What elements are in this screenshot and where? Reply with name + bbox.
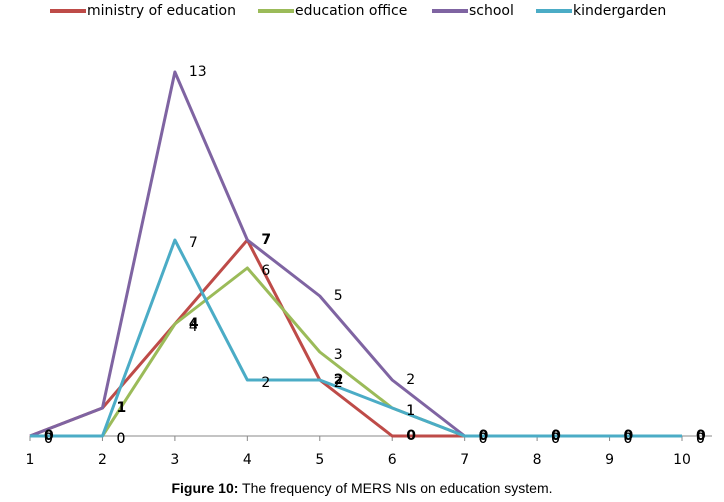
series-line (30, 238, 682, 438)
data-label: 0 (44, 428, 54, 444)
data-label: 0 (44, 431, 53, 447)
legend-label: ministry of education (87, 3, 236, 19)
data-label: 0 (696, 428, 705, 444)
data-label: 0 (624, 428, 634, 444)
data-label: 0 (116, 431, 125, 447)
x-tick-label: 5 (315, 452, 324, 468)
data-label: 7 (189, 235, 198, 251)
data-label: 0 (551, 431, 560, 447)
data-label: 0 (624, 431, 633, 447)
data-label: 0 (551, 431, 560, 447)
data-label: 5 (334, 288, 343, 304)
data-label: 6 (261, 263, 270, 279)
data-label: 0 (479, 428, 489, 444)
x-tick-label: 10 (673, 452, 691, 468)
caption-text: The frequency of MERS NIs on education s… (242, 480, 552, 496)
data-label: 0 (624, 428, 633, 444)
data-label: 2 (334, 375, 343, 391)
data-label: 2 (261, 375, 270, 391)
data-label: 0 (696, 431, 705, 447)
data-label: 7 (261, 232, 271, 248)
data-label: 0 (551, 428, 561, 444)
data-label: 13 (189, 64, 207, 80)
data-label: 0 (624, 431, 633, 447)
data-label: 1 (406, 403, 415, 419)
x-tick-label: 1 (26, 452, 35, 468)
x-tick-label: 9 (605, 452, 614, 468)
x-tick-label: 2 (98, 452, 107, 468)
legend-label: education office (295, 3, 407, 19)
data-label: 0 (479, 431, 488, 447)
data-label: 0 (44, 431, 53, 447)
data-label: 1 (116, 400, 126, 416)
caption-label: Figure 10: (171, 480, 238, 496)
data-label: 0 (696, 431, 705, 447)
data-label: 4 (189, 319, 198, 335)
x-tick-label: 4 (243, 452, 252, 468)
data-label: 7 (261, 232, 270, 248)
caption: Figure 10: The frequency of MERS NIs on … (171, 480, 552, 496)
data-label: 2 (406, 372, 415, 388)
x-tick-label: 3 (170, 452, 179, 468)
data-label: 0 (406, 428, 416, 444)
x-tick-label: 8 (533, 452, 542, 468)
data-label: 1 (116, 400, 125, 416)
x-tick-label: 7 (460, 452, 469, 468)
data-label: 4 (189, 316, 199, 332)
x-tick-label: 6 (388, 452, 397, 468)
data-label: 0 (696, 428, 706, 444)
data-label: 0 (44, 428, 53, 444)
data-label: 0 (116, 431, 125, 447)
data-label: 3 (334, 347, 343, 363)
legend-label: kindergarden (573, 3, 666, 19)
data-label: 0 (479, 431, 488, 447)
legend-label: school (469, 3, 514, 19)
data-label: 1 (406, 403, 415, 419)
data-label: 0 (551, 428, 560, 444)
data-label: 0 (479, 428, 488, 444)
data-label: 2 (334, 372, 344, 388)
